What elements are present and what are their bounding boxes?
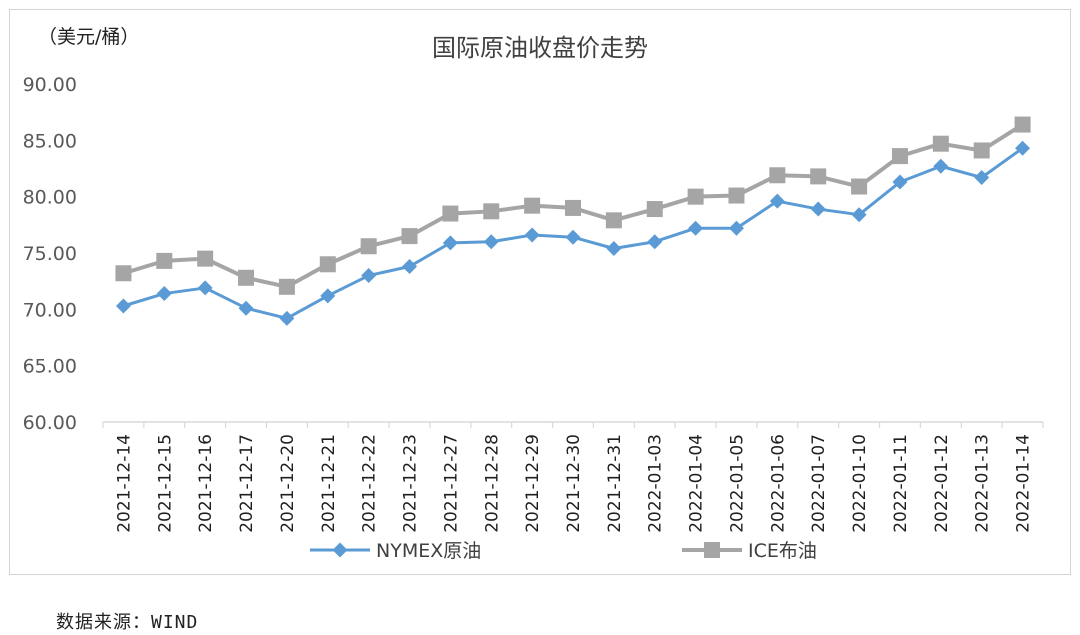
y-tick-label: 85.00 (23, 130, 77, 152)
x-tick-label: 2021-12-15 (155, 434, 175, 533)
x-tick-label: 2021-12-23 (401, 434, 421, 533)
nymex-data-point (851, 207, 867, 223)
y-tick-label: 65.00 (23, 356, 77, 378)
x-tick-label: 2022-01-05 (727, 434, 747, 533)
x-tick-label: 2022-01-07 (809, 434, 829, 533)
x-tick-label: 2021-12-21 (319, 434, 339, 533)
legend-marker-ice (704, 542, 720, 558)
x-tick-label: 2021-12-29 (523, 434, 543, 533)
nymex-data-point (565, 229, 581, 245)
ice-data-point (360, 238, 377, 255)
ice-data-point (115, 265, 132, 282)
ice-data-point (238, 269, 255, 286)
x-tick-label: 2021-12-16 (196, 434, 216, 533)
ice-data-point (932, 135, 949, 152)
nymex-data-point (361, 268, 377, 284)
nymex-data-point (688, 220, 704, 236)
nymex-data-point (606, 240, 622, 256)
ice-data-point (401, 228, 418, 245)
nymex-data-point (1015, 140, 1031, 156)
y-tick-label: 70.00 (23, 299, 77, 321)
x-tick-label: 2022-01-11 (891, 434, 911, 533)
x-tick-label: 2022-01-10 (850, 434, 870, 533)
ice-data-point (646, 201, 663, 218)
ice-data-point (687, 188, 704, 205)
nymex-data-point (156, 286, 172, 302)
ice-data-point (442, 205, 459, 222)
ice-data-point (524, 197, 541, 214)
ice-data-point (605, 212, 622, 229)
ice-data-point (197, 250, 214, 267)
nymex-data-point (524, 227, 540, 243)
nymex-data-point (320, 288, 336, 304)
x-tick-label: 2021-12-22 (360, 434, 380, 533)
nymex-data-point (769, 193, 785, 209)
nymex-data-point (442, 235, 458, 251)
nymex-data-point (647, 234, 663, 250)
x-tick-label: 2022-01-04 (687, 434, 707, 533)
ice-data-point (565, 199, 581, 216)
nymex-data-point (810, 201, 826, 217)
legend-label-ice: ICE布油 (748, 540, 817, 562)
ice-data-point (973, 142, 990, 159)
ice-data-point (769, 167, 786, 184)
x-tick-label: 2022-01-13 (973, 434, 993, 533)
y-tick-label: 60.00 (23, 412, 77, 434)
nymex-data-point (892, 174, 908, 190)
nymex-data-point (483, 234, 499, 250)
x-tick-label: 2022-01-06 (768, 434, 788, 533)
nymex-data-point (933, 158, 949, 174)
x-tick-label: 2021-12-20 (278, 434, 298, 533)
ice-data-point (728, 187, 745, 204)
y-tick-label: 75.00 (23, 243, 77, 265)
ice-data-point (891, 148, 908, 165)
data-source-note: 数据来源：WIND (56, 612, 199, 633)
ice-data-point (319, 256, 336, 273)
ice-data-point (851, 178, 868, 195)
nymex-data-point (279, 310, 295, 326)
chart-title: 国际原油收盘价走势 (432, 34, 648, 62)
x-tick-label: 2021-12-27 (441, 434, 461, 533)
y-tick-label: 90.00 (23, 74, 77, 96)
ice-data-point (810, 168, 827, 185)
y-axis-unit-label: （美元/桶） (38, 26, 140, 48)
nymex-data-point (402, 259, 418, 275)
nymex-data-point (197, 280, 213, 296)
x-tick-label: 2021-12-31 (605, 434, 625, 533)
ice-data-point (156, 252, 173, 269)
nymex-data-point (974, 170, 990, 186)
x-tick-label: 2021-12-28 (482, 434, 502, 533)
x-tick-label: 2022-01-14 (1014, 434, 1034, 533)
x-tick-label: 2022-01-12 (932, 434, 952, 533)
ice-data-point (1014, 116, 1031, 133)
x-tick-label: 2021-12-17 (237, 434, 257, 533)
x-tick-label: 2021-12-30 (564, 434, 584, 533)
y-tick-label: 80.00 (23, 187, 77, 209)
nymex-data-point (115, 298, 131, 314)
legend-marker-nymex (332, 542, 348, 558)
nymex-data-point (728, 220, 744, 236)
x-tick-label: 2022-01-03 (646, 434, 666, 533)
ice-data-point (483, 203, 500, 220)
x-tick-label: 2021-12-14 (114, 434, 134, 533)
legend-label-nymex: NYMEX原油 (376, 540, 481, 562)
ice-data-point (278, 278, 295, 295)
nymex-data-point (238, 300, 254, 316)
